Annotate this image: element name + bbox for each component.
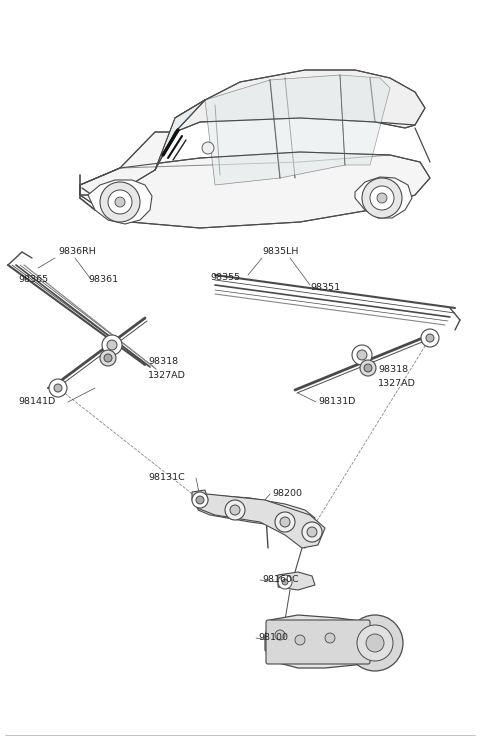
Circle shape bbox=[230, 505, 240, 515]
Circle shape bbox=[115, 197, 125, 207]
Polygon shape bbox=[265, 615, 402, 668]
Circle shape bbox=[275, 512, 295, 532]
Circle shape bbox=[357, 625, 393, 661]
Text: 9836RH: 9836RH bbox=[58, 248, 96, 257]
Circle shape bbox=[196, 496, 204, 504]
Circle shape bbox=[302, 522, 322, 542]
Circle shape bbox=[282, 579, 288, 585]
Text: 98355: 98355 bbox=[210, 274, 240, 283]
Circle shape bbox=[104, 354, 112, 362]
Polygon shape bbox=[198, 495, 315, 530]
Circle shape bbox=[49, 379, 67, 397]
Polygon shape bbox=[80, 132, 175, 195]
Circle shape bbox=[102, 335, 122, 355]
Polygon shape bbox=[155, 100, 205, 170]
Circle shape bbox=[426, 334, 434, 342]
Circle shape bbox=[202, 142, 214, 154]
Circle shape bbox=[107, 340, 117, 350]
Text: 1327AD: 1327AD bbox=[378, 379, 416, 388]
Polygon shape bbox=[278, 572, 315, 590]
Circle shape bbox=[360, 360, 376, 376]
Polygon shape bbox=[355, 177, 412, 218]
Polygon shape bbox=[192, 490, 208, 504]
Text: 98200: 98200 bbox=[272, 490, 302, 498]
Text: 98351: 98351 bbox=[310, 283, 340, 292]
Text: 98160C: 98160C bbox=[262, 576, 299, 585]
Polygon shape bbox=[80, 152, 430, 228]
Circle shape bbox=[377, 193, 387, 203]
Text: 98131D: 98131D bbox=[318, 397, 355, 406]
Circle shape bbox=[364, 364, 372, 372]
Circle shape bbox=[325, 633, 335, 643]
Polygon shape bbox=[340, 75, 390, 165]
Circle shape bbox=[370, 186, 394, 210]
Circle shape bbox=[100, 350, 116, 366]
Circle shape bbox=[362, 178, 402, 218]
Circle shape bbox=[280, 517, 290, 527]
Text: 98318: 98318 bbox=[378, 365, 408, 374]
Circle shape bbox=[347, 615, 403, 671]
Text: 98141D: 98141D bbox=[18, 397, 55, 406]
Circle shape bbox=[295, 635, 305, 645]
Text: 98365: 98365 bbox=[18, 275, 48, 284]
Text: 98361: 98361 bbox=[88, 275, 118, 284]
Text: 1327AD: 1327AD bbox=[148, 371, 186, 380]
Polygon shape bbox=[205, 80, 280, 185]
Circle shape bbox=[278, 575, 292, 589]
Polygon shape bbox=[197, 493, 325, 548]
Text: 98318: 98318 bbox=[148, 358, 178, 367]
Circle shape bbox=[108, 190, 132, 214]
Circle shape bbox=[421, 329, 439, 347]
Polygon shape bbox=[270, 75, 345, 178]
Circle shape bbox=[225, 500, 245, 520]
Circle shape bbox=[192, 492, 208, 508]
Polygon shape bbox=[175, 70, 425, 132]
Circle shape bbox=[366, 634, 384, 652]
Circle shape bbox=[352, 345, 372, 365]
Text: 98131C: 98131C bbox=[148, 473, 185, 483]
Polygon shape bbox=[88, 180, 152, 224]
Circle shape bbox=[357, 350, 367, 360]
Text: 98100: 98100 bbox=[258, 633, 288, 643]
Circle shape bbox=[307, 527, 317, 537]
Circle shape bbox=[54, 384, 62, 392]
FancyBboxPatch shape bbox=[266, 620, 370, 664]
Circle shape bbox=[275, 630, 285, 640]
Circle shape bbox=[100, 182, 140, 222]
Text: 9835LH: 9835LH bbox=[262, 248, 299, 257]
